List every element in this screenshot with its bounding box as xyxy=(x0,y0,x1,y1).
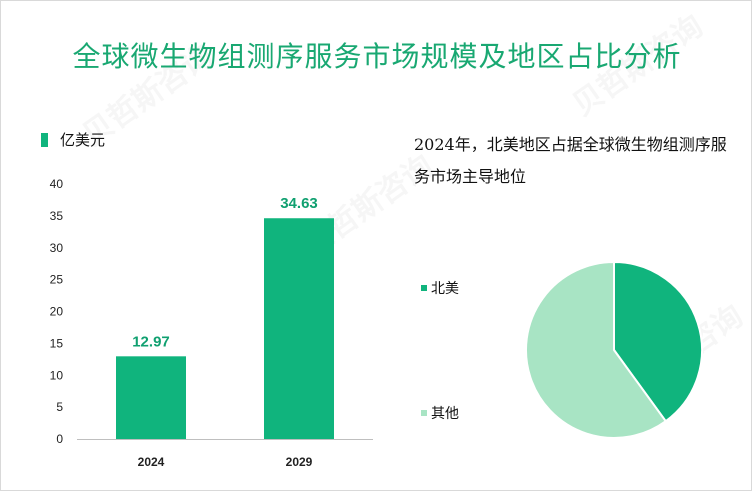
legend-swatch xyxy=(41,132,48,147)
pie-legend-item-other: 其他 xyxy=(421,403,459,423)
y-tick-label: 0 xyxy=(56,432,63,446)
legend-swatch xyxy=(421,410,427,416)
bar-2024 xyxy=(116,356,186,439)
bar-chart: 0 5 10 15 20 25 30 35 40 12.97 2024 34.63 2029 xyxy=(50,177,373,469)
pie-slice-other xyxy=(525,260,668,439)
y-tick-label: 25 xyxy=(50,273,64,287)
y-tick-label: 30 xyxy=(50,241,64,255)
y-tick-label: 10 xyxy=(50,368,64,382)
bar-2029 xyxy=(264,218,334,439)
bar-legend: 亿美元 xyxy=(41,129,105,150)
y-tick-label: 5 xyxy=(56,400,63,414)
pie-title: 2024年，北美地区占据全球微生物组测序服务市场主导地位 xyxy=(414,135,727,186)
unit-label: 亿美元 xyxy=(60,131,106,149)
pie-slice-north-america xyxy=(613,260,703,423)
x-tick-label: 2024 xyxy=(138,455,165,469)
pie-legend-label: 北美 xyxy=(431,281,459,297)
y-tick-label: 35 xyxy=(50,209,64,223)
y-tick-label: 40 xyxy=(50,177,64,191)
pie-legend-label: 其他 xyxy=(431,406,459,422)
data-label: 34.63 xyxy=(280,195,318,212)
legend-swatch xyxy=(421,285,427,291)
y-tick-label: 15 xyxy=(50,336,64,350)
y-tick-label: 20 xyxy=(50,305,64,319)
pie-legend-item-north-america: 北美 xyxy=(421,278,459,298)
data-label: 12.97 xyxy=(132,333,170,350)
page-title: 全球微生物组测序服务市场规模及地区占比分析 xyxy=(72,40,682,73)
pie-chart xyxy=(525,260,703,439)
x-tick-label: 2029 xyxy=(286,455,313,469)
